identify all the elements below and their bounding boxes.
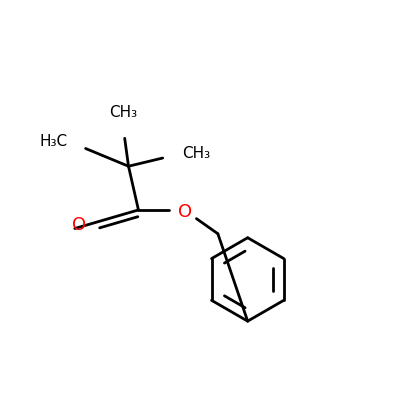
Text: H₃C: H₃C [40, 134, 68, 149]
Text: CH₃: CH₃ [109, 106, 137, 120]
Text: O: O [178, 203, 192, 221]
Text: O: O [72, 216, 86, 234]
Text: CH₃: CH₃ [182, 146, 210, 162]
